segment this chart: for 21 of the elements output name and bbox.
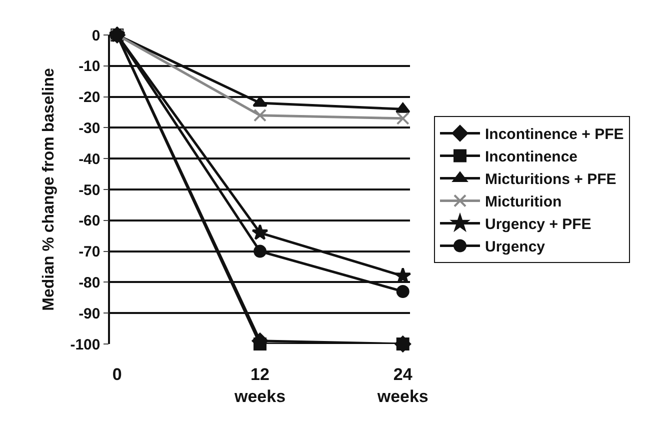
x-tick-label: 0 bbox=[112, 365, 122, 384]
y-tick-label: -50 bbox=[78, 182, 100, 199]
x-tick-label: 12 weeks bbox=[233, 365, 286, 406]
y-tick-label: -100 bbox=[70, 336, 100, 354]
y-tick-label: -80 bbox=[78, 274, 100, 292]
y-tick-label: -60 bbox=[78, 212, 100, 230]
legend-label: Incontinence bbox=[485, 148, 578, 166]
legend-label: Incontinence + PFE bbox=[485, 126, 624, 144]
y-axis-title: Median % change from baseline bbox=[40, 68, 58, 311]
y-tick-label: -20 bbox=[78, 89, 100, 106]
y-tick-label: -70 bbox=[78, 244, 100, 261]
legend-label: Urgency + PFE bbox=[485, 216, 592, 234]
y-tick-label: -30 bbox=[78, 120, 100, 137]
legend-label: Micturition bbox=[485, 194, 562, 211]
y-tick-label: -40 bbox=[78, 150, 100, 168]
y-tick-label: -10 bbox=[78, 58, 100, 76]
y-tick-label: -90 bbox=[78, 305, 100, 322]
y-tick-label: 0 bbox=[92, 27, 100, 44]
legend-label: Urgency bbox=[485, 238, 546, 256]
x-tick-label: 24 weeks bbox=[376, 365, 428, 406]
legend-label: Micturitions + PFE bbox=[485, 171, 616, 188]
